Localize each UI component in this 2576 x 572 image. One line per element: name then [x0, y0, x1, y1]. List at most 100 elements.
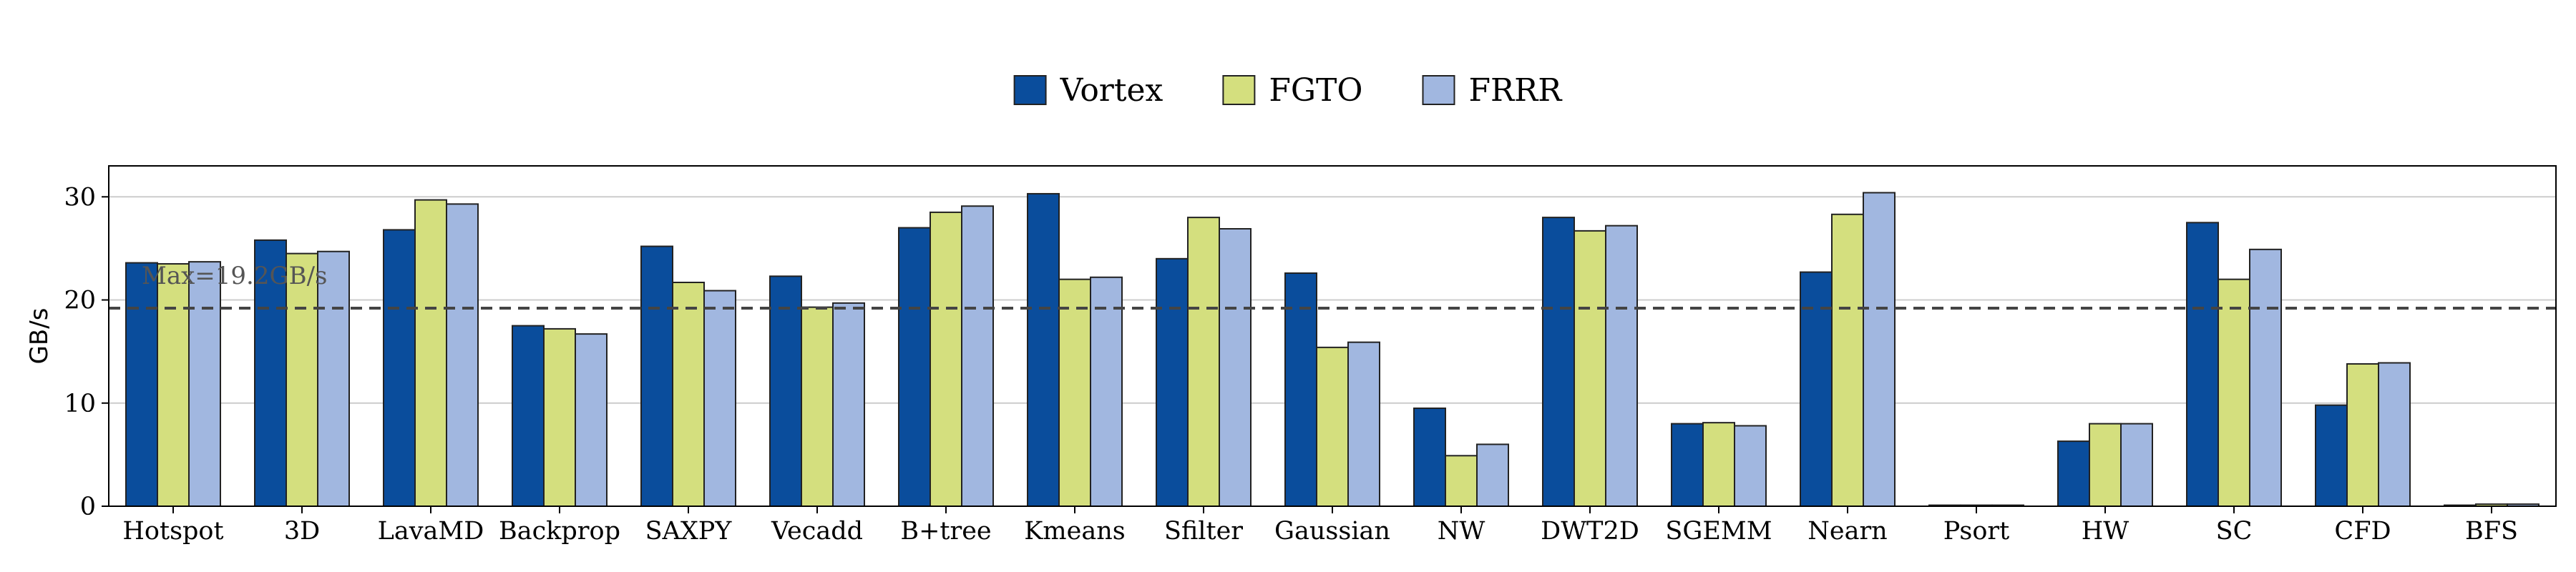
x-axis: Hotspot 3D LavaMD Backprop SAXPY Vecadd B+tree…	[122, 506, 2518, 546]
bar-group-backprop	[512, 325, 608, 507]
bar-group-vecadd	[769, 275, 865, 507]
bar-fgto-nw	[1445, 455, 1478, 508]
bar-fgto-gaussian	[1316, 346, 1349, 507]
bar-fgto-3d	[286, 252, 318, 507]
y-tick-label: 10	[64, 390, 96, 418]
x-tick-label: Backprop	[499, 517, 620, 546]
bar-vortex-saxpy	[640, 245, 673, 507]
bar-group-cfd	[2315, 362, 2411, 508]
bar-frrr-saxpy	[703, 290, 736, 507]
bar-fgto-sfilter	[1187, 217, 1220, 507]
bar-fgto-sgemm	[1702, 422, 1735, 507]
bar-vortex-sfilter	[1156, 257, 1189, 507]
bar-frrr-cfd	[2378, 362, 2411, 507]
bar-group-sfilter	[1156, 217, 1252, 507]
bar-fgto-hw	[2089, 423, 2122, 508]
bar-frrr-sgemm	[1734, 425, 1767, 507]
bar-fgto-kmeans	[1058, 278, 1091, 507]
x-tick-label: SAXPY	[645, 517, 733, 546]
x-tick-label: SC	[2216, 517, 2253, 546]
bar-vortex-cfd	[2315, 404, 2348, 507]
bar-frrr-kmeans	[1090, 276, 1123, 507]
legend-label-fgto: FGTO	[1269, 72, 1362, 109]
bar-frrr-nw	[1476, 443, 1509, 507]
bar-vortex-backprop	[512, 325, 545, 507]
bar-group-3d	[254, 239, 350, 507]
bar-fgto-b-tree	[930, 211, 962, 507]
bar-vortex-b-tree	[898, 227, 931, 507]
x-tick-label: BFS	[2465, 517, 2518, 546]
bar-fgto-dwt2d	[1574, 230, 1606, 507]
x-tick-label: 3D	[284, 517, 320, 546]
x-tick-label: CFD	[2334, 517, 2391, 546]
bar-group-hotspot	[125, 261, 221, 507]
bar-group-dwt2d	[1542, 217, 1638, 507]
bar-fgto-vecadd	[801, 306, 834, 507]
bar-frrr-b-tree	[961, 205, 994, 507]
legend-label-frrr: FRRR	[1468, 72, 1563, 109]
bar-frrr-sfilter	[1219, 227, 1252, 507]
bar-frrr-vecadd	[832, 302, 865, 507]
x-tick-label: Psort	[1943, 517, 2009, 546]
reference-line-group: Max=19.2GB/s	[109, 262, 2556, 310]
legend-swatch-vortex	[1013, 75, 1047, 105]
bar-group-sgemm	[1671, 422, 1767, 508]
bar-vortex-hotspot	[125, 262, 158, 507]
bar-group-b-tree	[898, 205, 994, 507]
x-tick-label: Sfilter	[1164, 517, 1243, 546]
bar-group-lavamd	[383, 199, 479, 507]
bar-fgto-cfd	[2346, 363, 2379, 508]
bar-vortex-kmeans	[1027, 192, 1060, 507]
x-tick-label: DWT2D	[1541, 517, 1639, 546]
bar-frrr-gaussian	[1347, 341, 1380, 507]
bar-fgto-backprop	[543, 327, 576, 507]
x-tick-label: B+tree	[900, 517, 991, 546]
bar-frrr-lavamd	[446, 203, 479, 507]
bar-frrr-3d	[317, 250, 350, 507]
bars	[125, 192, 2540, 508]
bar-fgto-saxpy	[672, 281, 705, 507]
bar-vortex-hw	[2057, 440, 2090, 507]
y-axis: 0 10 20 30	[64, 183, 109, 521]
bar-fgto-nearn	[1831, 213, 1864, 507]
bar-fgto-sc	[2218, 278, 2250, 507]
bar-group-hw	[2057, 423, 2153, 508]
bar-vortex-nw	[1413, 407, 1446, 508]
legend-swatch-frrr	[1422, 75, 1455, 105]
x-tick-label: Kmeans	[1024, 517, 1125, 546]
bar-vortex-sgemm	[1671, 423, 1704, 508]
bar-frrr-hw	[2120, 423, 2153, 508]
bar-group-saxpy	[640, 245, 736, 507]
y-tick-label: 0	[80, 493, 96, 521]
bar-group-sc	[2186, 222, 2282, 507]
bar-frrr-backprop	[575, 333, 608, 507]
x-tick-label: Vecadd	[771, 517, 863, 546]
bar-group-nearn	[1800, 192, 1896, 507]
y-tick-label: 30	[64, 183, 96, 212]
x-tick-label: HW	[2082, 517, 2129, 546]
bar-vortex-sc	[2186, 222, 2219, 507]
x-tick-label: Hotspot	[122, 517, 223, 546]
x-tick-label: NW	[1438, 517, 1485, 546]
bar-frrr-hotspot	[188, 261, 221, 507]
bar-group-gaussian	[1284, 272, 1380, 507]
legend-swatch-fgto	[1222, 75, 1256, 105]
reference-line-label: Max=19.2GB/s	[142, 262, 328, 290]
x-tick-label: Gaussian	[1274, 517, 1390, 546]
y-tick-label: 20	[64, 287, 96, 315]
bar-fgto-lavamd	[414, 199, 447, 507]
bar-group-nw	[1413, 407, 1509, 508]
bar-vortex-dwt2d	[1542, 217, 1575, 507]
bar-group-kmeans	[1027, 192, 1123, 507]
x-tick-label: Nearn	[1807, 517, 1887, 546]
bar-vortex-vecadd	[769, 275, 802, 507]
legend-label-vortex: Vortex	[1060, 72, 1163, 109]
legend: Vortex FGTO FRRR	[1013, 72, 1563, 109]
bar-frrr-dwt2d	[1605, 225, 1638, 507]
x-tick-label: SGEMM	[1665, 517, 1772, 546]
bar-frrr-nearn	[1863, 192, 1896, 507]
bar-fgto-hotspot	[157, 263, 190, 507]
x-tick-label: LavaMD	[378, 517, 484, 546]
y-axis-label: GB/s	[25, 308, 54, 365]
bar-frrr-sc	[2249, 248, 2282, 507]
